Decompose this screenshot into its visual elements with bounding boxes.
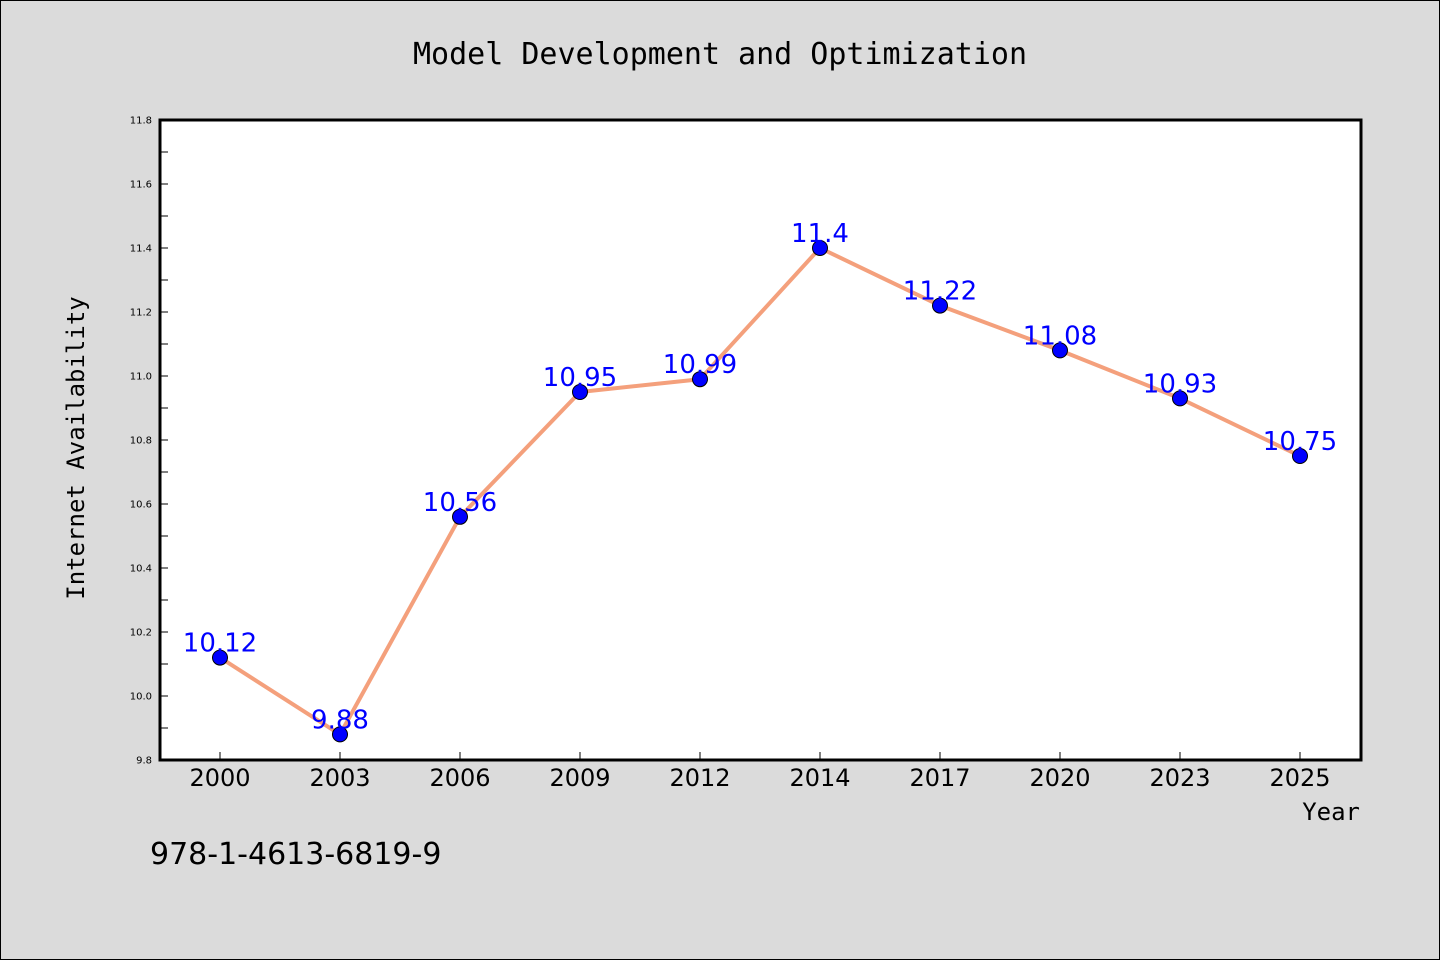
data-label: 10.93 (1143, 369, 1217, 399)
data-point (452, 508, 468, 525)
y-tick-label: 10.8 (130, 436, 152, 447)
x-tick-label: 2023 (1149, 764, 1210, 792)
y-tick-label: 11.4 (130, 244, 152, 255)
y-tick-label: 11.8 (130, 116, 152, 127)
data-point (1052, 342, 1068, 359)
data-label: 11.4 (791, 219, 849, 249)
y-axis: 9.8 10.0 10.2 10.4 10.6 10.8 11.0 11.2 11.4 11.6 1… (130, 116, 168, 767)
y-tick-label: 9.8 (136, 756, 152, 767)
data-label: 11.22 (903, 277, 977, 307)
data-point (812, 240, 828, 256)
x-tick-label: 2014 (789, 764, 850, 792)
y-tick-label: 10.4 (130, 564, 152, 575)
y-tick-label: 11.0 (130, 372, 152, 383)
data-label: 11.08 (1023, 321, 1097, 351)
x-tick-label: 2009 (549, 764, 610, 792)
data-point (692, 371, 708, 388)
x-tick-label: 2006 (429, 764, 490, 792)
y-tick-label: 10.2 (130, 628, 152, 639)
plot-area (158, 118, 1363, 762)
data-label: 10.56 (423, 488, 497, 518)
y-tick-label: 10.6 (130, 500, 152, 511)
data-label: 9.88 (311, 705, 369, 735)
data-point (1292, 448, 1308, 464)
series-group: 10.12 9.88 10.56 10.95 10.99 11.4 11.22 11.08 10… (183, 219, 1337, 743)
series-line (218, 246, 1302, 737)
x-axis: 2000 2003 2006 2009 2012 2014 2017 2020 2023 2025 (189, 752, 1331, 792)
data-point (572, 384, 588, 400)
data-label: 10.12 (183, 629, 257, 659)
data-label: 10.75 (1263, 427, 1337, 457)
data-point (212, 649, 228, 666)
data-point (932, 297, 948, 314)
data-point (1172, 390, 1188, 407)
x-axis-label: Year (1302, 798, 1360, 826)
isbn-annotation: 978-1-4613-6819-9 (150, 837, 441, 872)
data-label: 10.99 (663, 350, 737, 380)
y-tick-label: 11.2 (130, 308, 152, 319)
data-point (332, 726, 348, 743)
y-tick-label: 11.6 (130, 180, 152, 191)
x-tick-label: 2020 (1029, 764, 1090, 792)
x-tick-label: 2000 (189, 764, 250, 792)
x-tick-label: 2012 (669, 764, 730, 792)
y-tick-label: 10.0 (130, 692, 152, 703)
y-axis-label: Internet Availability (62, 296, 90, 599)
x-tick-label: 2025 (1269, 764, 1330, 792)
data-label: 10.95 (543, 363, 617, 393)
x-tick-label: 2003 (309, 764, 370, 792)
x-tick-label: 2017 (909, 764, 970, 792)
chart-title: Model Development and Optimization (413, 37, 1027, 72)
